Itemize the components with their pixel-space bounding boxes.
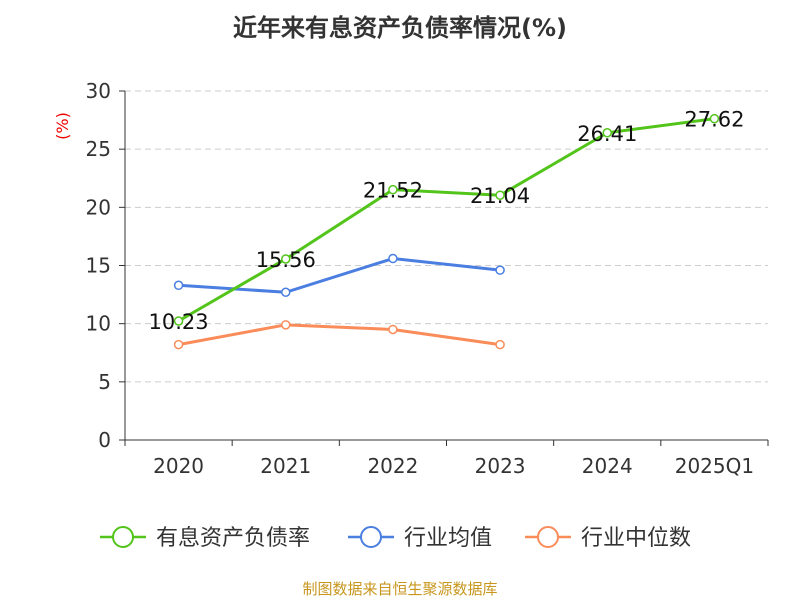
x-tick-label: 2025Q1: [675, 454, 754, 478]
x-tick-label: 2021: [260, 454, 311, 478]
source-footer: 制图数据来自恒生聚源数据库: [302, 580, 498, 598]
legend-label: 行业中位数: [581, 526, 691, 551]
series-line: [178, 323, 501, 347]
chart-title: 近年来有息资产负债率情况(%): [233, 14, 567, 42]
y-tick-label: 25: [86, 137, 111, 161]
y-tick-label: 0: [98, 428, 111, 452]
legend-marker: [537, 526, 559, 548]
x-tick-label: 2023: [475, 454, 526, 478]
data-label: 27.62: [684, 108, 744, 132]
x-tick-label: 2024: [582, 454, 633, 478]
data-point: [495, 265, 505, 275]
data-point: [388, 184, 398, 195]
y-tick-label: 5: [98, 370, 111, 394]
data-label: 21.52: [363, 179, 423, 203]
legend-label: 有息资产负债率: [156, 526, 310, 551]
legend-marker: [112, 526, 134, 548]
y-tick-label: 15: [86, 254, 111, 278]
legend-label: 行业均值: [404, 526, 492, 551]
y-tick-label: 10: [86, 312, 111, 336]
data-point: [709, 113, 720, 124]
data-point: [388, 253, 398, 264]
x-tick-label: 2020: [153, 454, 204, 478]
data-point: [281, 254, 291, 264]
data-point: [495, 190, 505, 200]
data-point: [602, 128, 612, 138]
y-tick-label: 30: [86, 79, 111, 103]
x-tick-label: 2022: [367, 454, 418, 478]
data-label: 21.04: [470, 184, 530, 208]
data-point: [173, 316, 184, 326]
data-point: [495, 339, 505, 350]
data-point: [173, 339, 184, 350]
legend-marker: [360, 526, 382, 548]
series-line: [177, 117, 715, 323]
series-line: [178, 256, 501, 294]
data-label: 26.41: [577, 122, 637, 146]
data-point: [173, 280, 184, 291]
data-point: [388, 324, 398, 335]
data-label: 15.56: [256, 248, 316, 272]
data-label: 10.23: [149, 310, 209, 334]
y-axis-label: (%): [53, 112, 72, 140]
data-point: [281, 320, 291, 330]
data-point: [281, 287, 291, 298]
y-tick-label: 20: [86, 195, 111, 219]
